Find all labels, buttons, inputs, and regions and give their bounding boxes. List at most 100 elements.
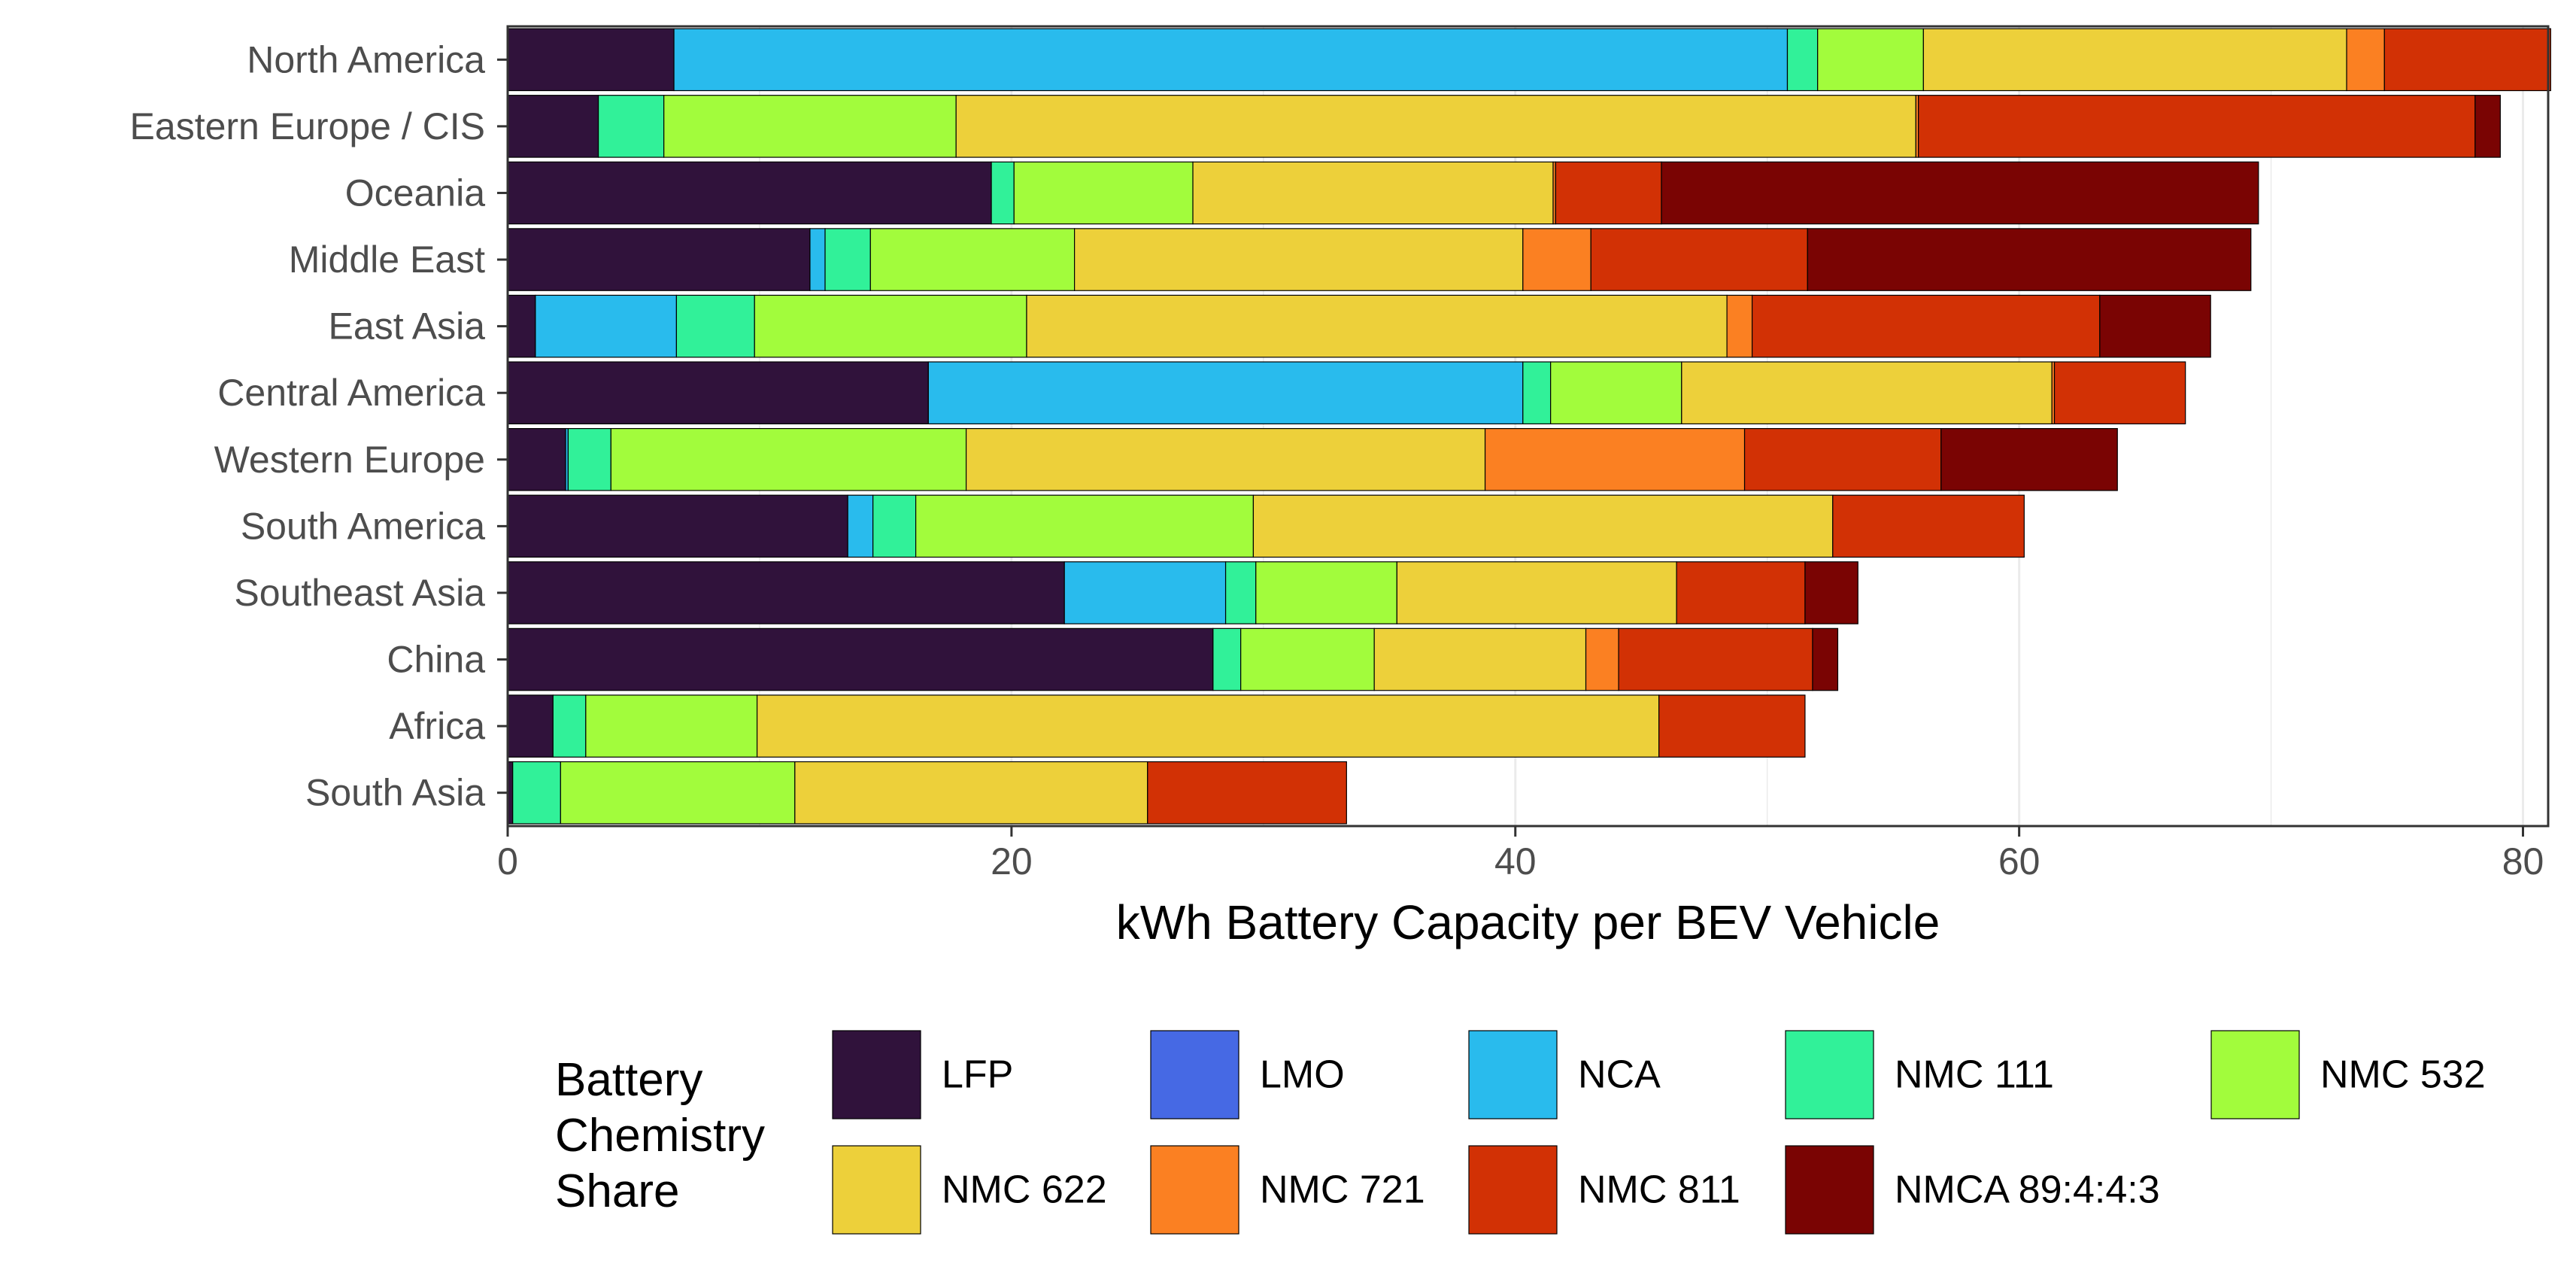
bar-segment — [507, 694, 554, 758]
legend-label: NMCA 89:4:4:3 — [1895, 1168, 2160, 1212]
bar-segment — [673, 28, 1789, 92]
y-tick-label: Middle East — [289, 238, 485, 281]
legend-key — [1785, 1030, 1874, 1119]
legend-label: NMC 532 — [2320, 1053, 2486, 1097]
bar-segment — [991, 161, 1015, 225]
legend-label: LFP — [942, 1053, 1013, 1097]
legend-key — [2210, 1030, 2300, 1119]
legend-key — [832, 1030, 921, 1119]
bar-segment — [1751, 294, 2101, 358]
legend-key — [1468, 1145, 1558, 1235]
bar-segment — [1804, 561, 1858, 624]
x-tick-label: 80 — [2502, 840, 2544, 882]
bar-segment — [1550, 361, 1682, 424]
bar-segment — [1240, 627, 1375, 691]
bar-segment — [1396, 561, 1677, 624]
bar-segment — [507, 294, 536, 358]
bar-segment — [507, 161, 992, 225]
bar-segment — [663, 95, 957, 158]
x-axis: 0 20 40 60 80 — [497, 826, 2544, 882]
bar-segment — [809, 228, 826, 291]
bar-segment — [2383, 28, 2551, 92]
bar-segment — [560, 761, 796, 825]
bar-segment — [507, 28, 675, 92]
panel-border — [506, 25, 2550, 828]
bar-segment — [1255, 561, 1397, 624]
bar-segment — [1726, 294, 1753, 358]
bar-segment — [1590, 228, 1808, 291]
bar-segment — [869, 228, 1076, 291]
legend-label: NMC 622 — [942, 1168, 1107, 1212]
bar-segment — [872, 494, 917, 558]
bar-segment — [1522, 228, 1591, 291]
legend-key — [1468, 1030, 1558, 1119]
legend-label: NMC 811 — [1578, 1168, 1740, 1212]
bar-segment — [1252, 494, 1834, 558]
bar-segment — [754, 294, 1027, 358]
y-tick-label: Oceania — [345, 172, 485, 214]
bar-segment — [1147, 761, 1347, 825]
bar-segment — [2346, 28, 2385, 92]
bar-segment — [675, 294, 755, 358]
bar-segment — [1212, 627, 1242, 691]
y-tick-label: Eastern Europe / CIS — [130, 105, 485, 147]
bar-segment — [1786, 28, 1819, 92]
bar-segment — [824, 228, 871, 291]
bar-segment — [965, 428, 1486, 491]
legend-key — [1150, 1145, 1239, 1235]
y-tick-label: North America — [247, 38, 485, 80]
y-tick-label: South America — [241, 505, 485, 547]
bar-segment — [2053, 361, 2186, 424]
bar-segment — [507, 494, 848, 558]
bar-segment — [955, 95, 1916, 158]
y-tick-label: Western Europe — [214, 439, 485, 481]
bar-segment — [1618, 627, 1813, 691]
bar-segment — [1585, 627, 1619, 691]
bar-segment — [1063, 561, 1227, 624]
bar-segment — [1817, 28, 1924, 92]
y-tick-label: East Asia — [329, 305, 486, 348]
y-tick-label: South Asia — [305, 772, 485, 814]
legend-label: NCA — [1578, 1053, 1661, 1097]
y-axis: North America Eastern Europe / CIS Oceania… — [130, 38, 508, 814]
x-tick-label: 40 — [1494, 840, 1537, 882]
bar-segment — [567, 428, 611, 491]
bar-segment — [1832, 494, 2025, 558]
bar-segment — [1807, 228, 2252, 291]
bar-segment — [1918, 95, 2476, 158]
bar-segment — [597, 95, 665, 158]
x-tick-label: 60 — [1998, 840, 2040, 882]
bar-segment — [512, 761, 561, 825]
legend-key — [1150, 1030, 1239, 1119]
bar-segment — [1661, 161, 2259, 225]
bar-segment — [610, 428, 967, 491]
bar-segment — [2099, 294, 2211, 358]
bar-segment — [1676, 561, 1806, 624]
bars — [507, 28, 2551, 825]
bar-segment — [507, 361, 929, 424]
x-tick-label: 20 — [991, 840, 1033, 882]
y-tick-label: Africa — [389, 705, 485, 747]
legend-title-line: Chemistry — [555, 1110, 765, 1162]
bar-segment — [1658, 694, 1806, 758]
bar-segment — [1026, 294, 1728, 358]
bar-segment — [535, 294, 678, 358]
legend-title-line: Battery — [555, 1054, 702, 1106]
bar-segment — [507, 627, 1214, 691]
bar-segment — [1922, 28, 2347, 92]
legend-key — [1785, 1145, 1874, 1235]
bar-segment — [507, 95, 599, 158]
y-tick-label: Central America — [217, 372, 485, 414]
y-tick-label: China — [387, 639, 485, 681]
bar-segment — [1522, 361, 1552, 424]
bar-segment — [1013, 161, 1194, 225]
legend-label: NMC 721 — [1260, 1168, 1425, 1212]
bar-segment — [794, 761, 1148, 825]
legend-title: Battery Chemistry Share — [555, 1054, 765, 1217]
x-tick-label: 0 — [497, 840, 518, 882]
bar-segment — [927, 361, 1524, 424]
x-axis-title: kWh Battery Capacity per BEV Vehicle — [1116, 895, 1940, 949]
bar-segment — [1192, 161, 1554, 225]
legend-label: LMO — [1260, 1053, 1345, 1097]
